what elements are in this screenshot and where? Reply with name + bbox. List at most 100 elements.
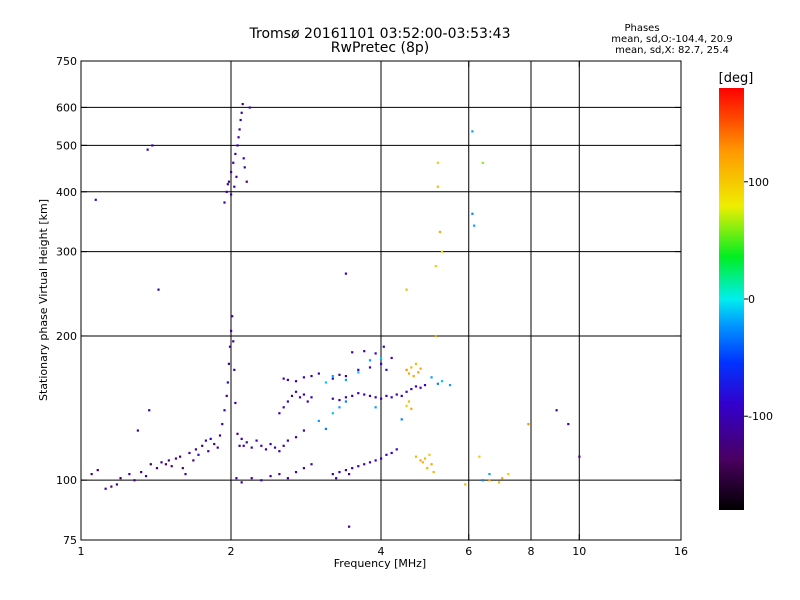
grid-lines [81, 61, 681, 540]
data-point [368, 394, 372, 398]
y-tick-label: 100 [56, 474, 77, 487]
data-point [231, 315, 234, 318]
data-point [331, 473, 334, 476]
data-point [428, 453, 431, 456]
data-point [434, 264, 437, 268]
data-point [235, 477, 238, 480]
data-point [151, 144, 154, 147]
data-point [233, 368, 236, 371]
data-point [380, 397, 383, 400]
data-point [368, 366, 372, 369]
data-point [344, 374, 348, 378]
data-point [242, 444, 245, 447]
data-point [167, 459, 170, 462]
data-point [155, 467, 159, 470]
data-point [204, 439, 207, 442]
data-point [269, 442, 272, 446]
chart-subtitle: RwPretec (8p) [330, 40, 430, 56]
data-point [110, 485, 113, 488]
data-point [507, 473, 510, 476]
data-point [419, 386, 422, 389]
data-point [207, 450, 210, 453]
data-point [357, 371, 360, 374]
data-point [419, 459, 422, 462]
data-point [133, 479, 136, 482]
y-tick-label: 75 [63, 534, 77, 547]
data-point [240, 481, 243, 484]
data-point [351, 467, 354, 470]
data-point [286, 378, 289, 381]
colorbar-label: [deg] [719, 71, 754, 86]
data-point [260, 444, 263, 447]
data-point [181, 467, 184, 470]
data-point [213, 442, 216, 446]
data-point [96, 469, 99, 472]
data-point [306, 400, 309, 403]
data-point [192, 459, 195, 462]
data-point [405, 390, 408, 393]
data-point [555, 409, 558, 412]
x-tick-label: 1 [78, 545, 85, 558]
data-point [481, 161, 484, 164]
data-point [440, 380, 444, 383]
data-point [405, 288, 408, 291]
data-point [235, 175, 238, 178]
data-point [478, 455, 481, 458]
data-point [390, 451, 393, 455]
data-point [488, 479, 491, 482]
colorbar-tick-label: 0 [748, 293, 755, 306]
data-point [218, 434, 222, 437]
x-axis-label: Frequency [MHz] [334, 557, 426, 570]
data-point [368, 359, 372, 362]
data-point [209, 437, 212, 440]
data-point [250, 477, 253, 480]
colorbar-tick-label: -100 [748, 410, 773, 423]
data-point [400, 394, 403, 398]
data-point [233, 185, 236, 188]
data-point [410, 407, 413, 410]
data-point [310, 374, 313, 378]
y-tick-label: 300 [56, 246, 77, 259]
data-point [419, 367, 422, 370]
data-point [240, 437, 243, 440]
data-point [382, 345, 385, 348]
y-axis-label: Stationary phase Virtual Height [km] [37, 199, 50, 401]
data-point [481, 479, 484, 482]
data-point [128, 473, 131, 476]
data-point [351, 394, 354, 398]
data-point [410, 366, 413, 369]
data-point [298, 396, 302, 399]
y-tick-label: 200 [56, 330, 77, 343]
data-point [223, 409, 226, 412]
data-point [278, 412, 281, 415]
data-point [225, 190, 228, 193]
data-point [201, 444, 204, 447]
data-point [338, 406, 341, 409]
y-tick-label: 600 [56, 101, 77, 114]
data-point [286, 477, 289, 480]
data-point [390, 396, 393, 399]
data-point [194, 448, 198, 451]
data-point [310, 396, 313, 399]
data-point [148, 409, 151, 412]
data-point [380, 457, 383, 460]
data-point [317, 419, 320, 423]
data-point [237, 136, 240, 139]
x-tick-label: 6 [465, 545, 472, 558]
data-point [236, 432, 239, 435]
data-point [436, 185, 439, 188]
data-point [226, 183, 229, 186]
data-point [232, 340, 235, 343]
data-point [423, 383, 427, 387]
data-point [338, 470, 341, 474]
data-point [317, 372, 320, 375]
data-point [149, 463, 152, 466]
data-point [104, 487, 107, 490]
data-point [239, 118, 242, 122]
data-point [432, 470, 435, 474]
data-point [400, 418, 403, 421]
data-point [380, 356, 383, 360]
data-point [232, 161, 235, 164]
data-point [226, 381, 229, 384]
data-point [331, 374, 334, 378]
